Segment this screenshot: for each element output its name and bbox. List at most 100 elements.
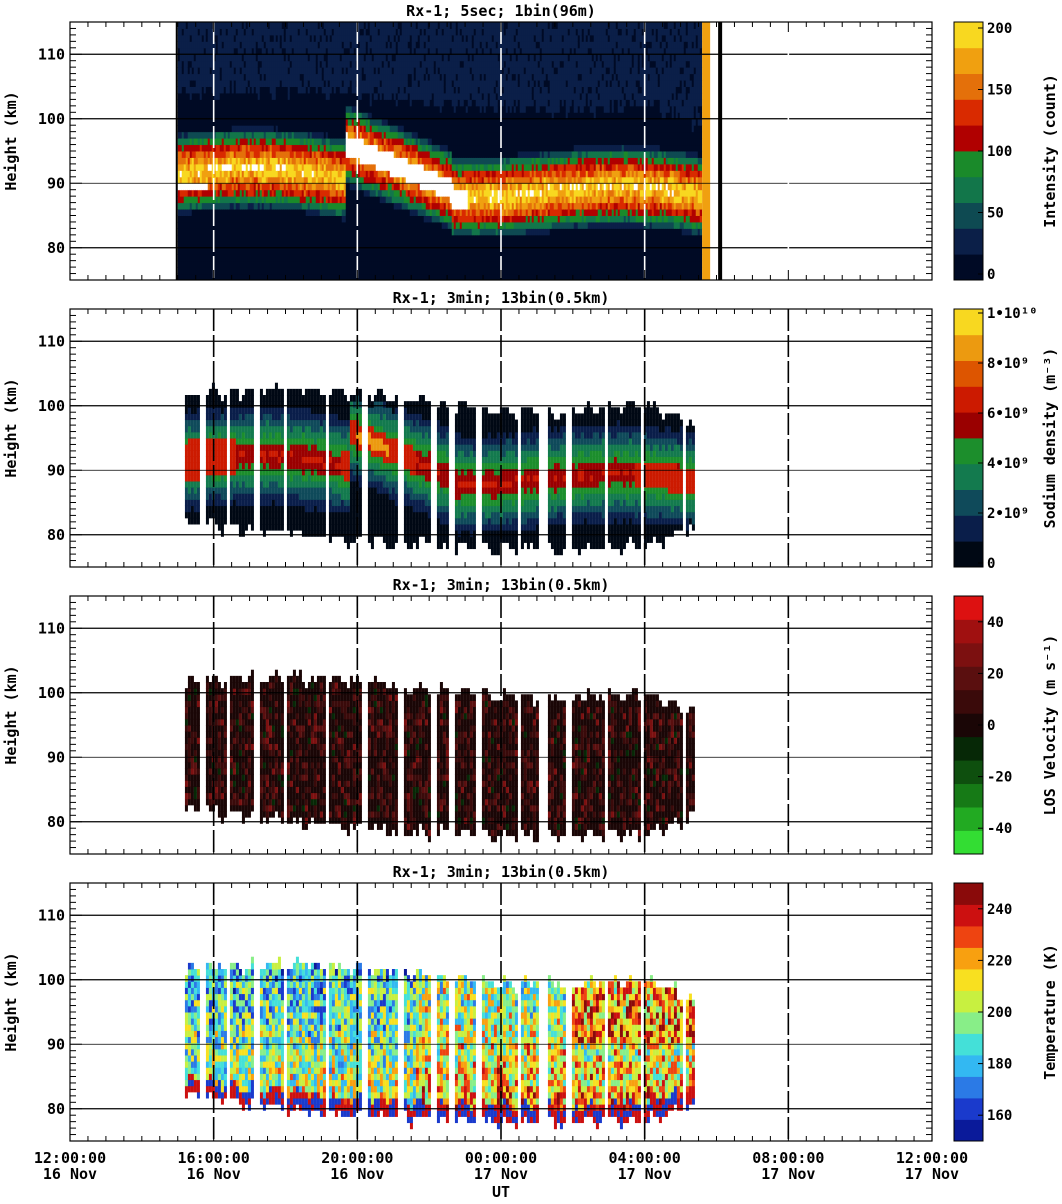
heatmap-cell <box>349 267 353 275</box>
heatmap-cell <box>395 202 399 210</box>
heatmap-cell <box>185 228 189 236</box>
heatmap-cell <box>311 80 315 87</box>
heatmap-cell <box>301 176 305 184</box>
heatmap-cell <box>381 92 385 100</box>
heatmap-cell <box>351 267 355 275</box>
heatmap-cell <box>353 189 357 197</box>
heatmap-cell <box>413 73 417 81</box>
heatmap-cell <box>219 241 223 249</box>
heatmap-cell <box>221 34 225 42</box>
heatmap-cell <box>389 176 393 184</box>
heatmap-cell <box>299 73 303 81</box>
heatmap-cell <box>395 138 399 146</box>
heatmap-cell <box>227 54 231 62</box>
heatmap-cell <box>349 209 353 216</box>
heatmap-cell <box>279 189 283 197</box>
heatmap-cell <box>221 215 225 223</box>
heatmap-cell <box>291 189 295 197</box>
heatmap-cell <box>413 112 417 120</box>
heatmap-cell <box>383 209 387 216</box>
heatmap-cell <box>205 73 209 81</box>
heatmap-cell <box>389 157 393 165</box>
heatmap-cell <box>195 80 199 87</box>
heatmap-cell <box>287 47 291 55</box>
heatmap-cell <box>385 67 389 75</box>
heatmap-cell <box>351 241 355 249</box>
heatmap-cell <box>253 170 257 178</box>
heatmap-cell <box>345 22 349 29</box>
heatmap-cell <box>303 125 307 133</box>
heatmap-cell <box>369 183 373 191</box>
heatmap-cell <box>229 163 233 171</box>
heatmap-cell <box>343 86 347 94</box>
heatmap-cell <box>365 144 369 152</box>
heatmap-cell <box>237 86 241 94</box>
heatmap-cell <box>347 92 351 100</box>
heatmap-cell <box>253 80 257 87</box>
heatmap-cell <box>275 41 279 49</box>
heatmap-cell <box>235 260 239 268</box>
heatmap-cell <box>217 202 221 210</box>
heatmap-cell <box>377 80 381 87</box>
heatmap-cell <box>257 144 261 152</box>
heatmap-cell <box>299 41 303 49</box>
heatmap-cell <box>399 228 403 236</box>
heatmap-cell <box>255 215 259 223</box>
heatmap-cell <box>337 67 341 75</box>
heatmap-cell <box>283 112 287 120</box>
heatmap-cell <box>299 67 303 75</box>
heatmap-cell <box>281 221 285 229</box>
heatmap-cell <box>299 34 303 42</box>
heatmap-cell <box>297 34 301 42</box>
heatmap-cell <box>365 41 369 49</box>
heatmap-cell <box>225 254 229 262</box>
heatmap-cell <box>401 221 405 229</box>
heatmap-cell <box>415 267 419 275</box>
heatmap-cell <box>309 144 313 152</box>
heatmap-cell <box>391 80 395 87</box>
heatmap-cell <box>247 54 251 62</box>
heatmap-cell <box>179 138 183 146</box>
heatmap-cell <box>421 118 425 126</box>
heatmap-cell <box>249 54 253 62</box>
heatmap-cell <box>317 170 321 178</box>
heatmap-cell <box>199 170 203 178</box>
heatmap-cell <box>369 260 373 268</box>
heatmap-cell <box>219 209 223 216</box>
heatmap-cell <box>279 241 283 249</box>
heatmap-cell <box>187 254 191 262</box>
heatmap-cell <box>289 92 293 100</box>
heatmap-cell <box>345 234 349 242</box>
heatmap-cell <box>285 54 289 62</box>
heatmap-cell <box>305 202 309 210</box>
heatmap-cell <box>273 47 277 55</box>
heatmap-cell <box>267 202 271 210</box>
heatmap-cell <box>345 28 349 36</box>
heatmap-cell <box>407 80 411 87</box>
heatmap-cell <box>269 22 273 29</box>
heatmap-cell <box>399 105 403 113</box>
heatmap-cell <box>287 157 291 165</box>
heatmap-cell <box>363 176 367 184</box>
heatmap-cell <box>391 209 395 216</box>
heatmap-cell <box>417 60 421 68</box>
heatmap-cell <box>289 163 293 171</box>
heatmap-cell <box>299 28 303 36</box>
heatmap-cell <box>309 73 313 81</box>
heatmap-cell <box>339 260 343 268</box>
heatmap-cell <box>281 209 285 216</box>
heatmap-cell <box>371 22 375 29</box>
heatmap-cell <box>303 170 307 178</box>
heatmap-cell <box>207 260 211 268</box>
heatmap-cell <box>203 80 207 87</box>
heatmap-cell <box>389 22 393 29</box>
heatmap-cell <box>217 144 221 152</box>
heatmap-cell <box>345 105 349 113</box>
heatmap-cell <box>387 221 391 229</box>
heatmap-cell <box>361 215 365 223</box>
heatmap-cell <box>389 34 393 42</box>
heatmap-cell <box>425 80 429 87</box>
heatmap-cell <box>311 209 315 216</box>
heatmap-cell <box>307 221 311 229</box>
heatmap-cell <box>263 73 267 81</box>
